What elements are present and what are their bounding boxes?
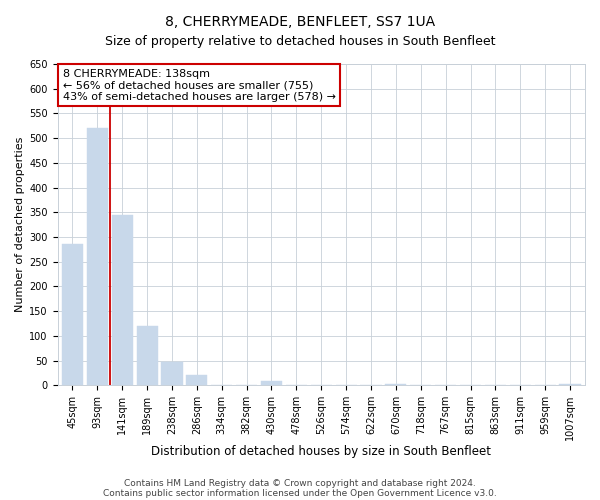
Bar bbox=[62, 244, 83, 385]
Bar bbox=[559, 384, 581, 385]
Text: 8 CHERRYMEADE: 138sqm
← 56% of detached houses are smaller (755)
43% of semi-det: 8 CHERRYMEADE: 138sqm ← 56% of detached … bbox=[63, 69, 336, 102]
Bar bbox=[87, 128, 108, 385]
Text: Size of property relative to detached houses in South Benfleet: Size of property relative to detached ho… bbox=[105, 35, 495, 48]
Y-axis label: Number of detached properties: Number of detached properties bbox=[15, 137, 25, 312]
Bar bbox=[385, 384, 406, 385]
Text: 8, CHERRYMEADE, BENFLEET, SS7 1UA: 8, CHERRYMEADE, BENFLEET, SS7 1UA bbox=[165, 15, 435, 29]
Text: Contains HM Land Registry data © Crown copyright and database right 2024.: Contains HM Land Registry data © Crown c… bbox=[124, 478, 476, 488]
Text: Contains public sector information licensed under the Open Government Licence v3: Contains public sector information licen… bbox=[103, 488, 497, 498]
Bar bbox=[112, 214, 133, 385]
Bar bbox=[186, 376, 208, 385]
X-axis label: Distribution of detached houses by size in South Benfleet: Distribution of detached houses by size … bbox=[151, 444, 491, 458]
Bar bbox=[137, 326, 158, 385]
Bar bbox=[261, 382, 282, 385]
Bar bbox=[161, 362, 182, 385]
